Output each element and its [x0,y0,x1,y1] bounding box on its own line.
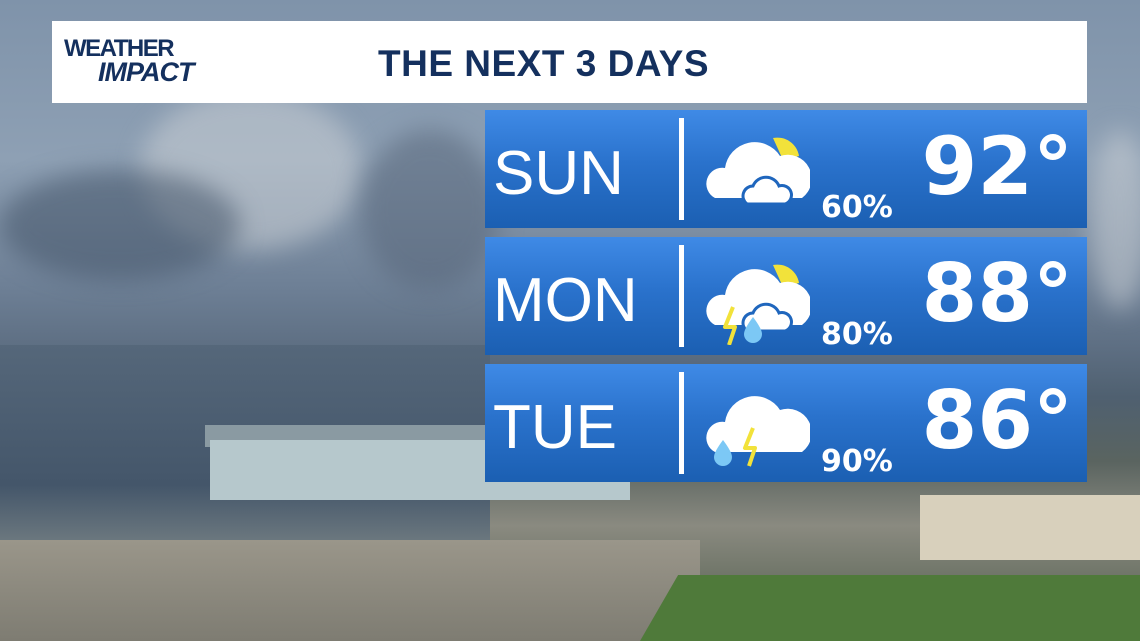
partly-sunny-thunderstorm-icon [706,264,810,345]
precip-chance: 80% [821,317,893,352]
high-temp: 88° [921,247,1073,340]
high-temp: 92° [921,120,1073,213]
weather-impact-logo: WEATHER IMPACT [64,35,194,87]
forecast-row-sun: SUN 60% 92° [485,110,1087,228]
forecast-row-mon: MON 80% 88° [485,237,1087,355]
header-bar: WEATHER IMPACT THE NEXT 3 DAYS [52,21,1087,103]
divider [679,245,684,347]
partly-sunny-showers-icon [706,137,810,206]
day-label: MON [493,266,638,335]
precip-chance: 90% [821,444,893,479]
precip-chance: 60% [821,190,893,225]
day-label: SUN [493,139,624,208]
divider [679,372,684,474]
high-temp: 86° [921,374,1073,467]
forecast-row-tue: TUE 90% 86° [485,364,1087,482]
thunderstorm-rain-icon [706,396,810,468]
divider [679,118,684,220]
day-label: TUE [493,393,617,462]
page-title: THE NEXT 3 DAYS [378,43,709,84]
